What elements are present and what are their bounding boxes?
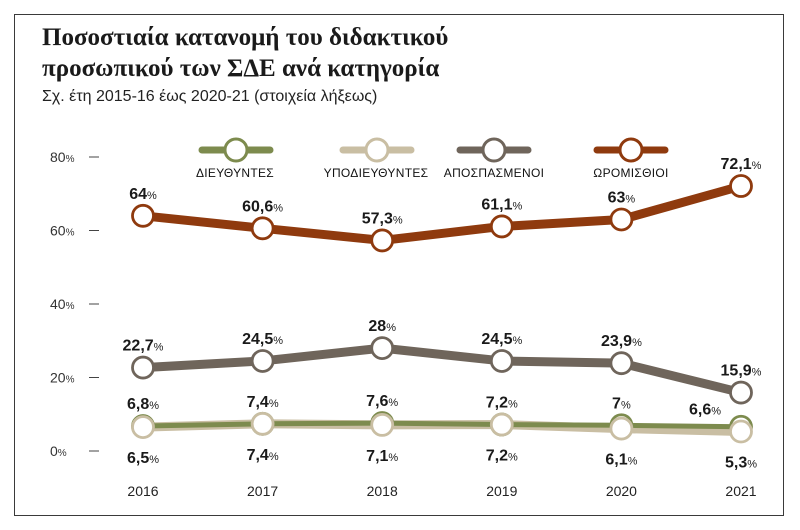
data-label-3-2020: 23,9% <box>601 333 642 350</box>
y-tick-label: 60% <box>50 223 75 239</box>
data-label-4-2021: 72,1% <box>721 156 762 173</box>
series-4-point-2020 <box>609 207 634 232</box>
chart-subtitle: Σχ. έτη 2015-16 έως 2020-21 (στοιχεία λή… <box>42 88 378 105</box>
y-tick-label: 80% <box>50 149 75 165</box>
y-tick-80: 80% <box>50 149 99 165</box>
data-label-1-2017: 7,4% <box>247 394 279 411</box>
data-label-2-2016: 6,5% <box>127 450 159 467</box>
y-tick-label: 20% <box>50 370 75 386</box>
series-3-point-2017 <box>250 349 275 373</box>
series-4-point-2017 <box>250 216 275 241</box>
data-label-1-2018: 7,6% <box>366 393 398 410</box>
legend-item-2: ΥΠΟΔΙΕΥΘΥΝΤΕΣ <box>324 137 429 180</box>
data-label-2-2019: 7,2% <box>486 448 518 465</box>
series-line-1 <box>140 420 744 430</box>
data-label-4-2020: 63% <box>608 189 636 206</box>
legend-label: ΩΡΟΜΙΣΘΙΟΙ <box>593 166 668 180</box>
series-3-point-2018 <box>370 336 395 361</box>
series-3-point-2021 <box>729 380 753 405</box>
data-label-1-2016: 6,8% <box>127 396 159 413</box>
data-label-3-2019: 24,5% <box>481 331 522 348</box>
data-label-4-2019: 61,1% <box>481 196 522 213</box>
legend-swatch-marker <box>223 137 249 163</box>
legend-item-3: ΑΠΟΣΠΑΣΜΕΝΟΙ <box>444 137 544 180</box>
y-tick-label: 40% <box>50 296 75 312</box>
legend-swatch-marker <box>364 137 390 163</box>
data-label-3-2018: 28% <box>368 318 396 335</box>
data-label-1-2021: 6,6% <box>689 402 721 419</box>
legend-item-4: ΩΡΟΜΙΣΘΙΟΙ <box>593 137 669 180</box>
data-label-2-2017: 7,4% <box>247 447 279 464</box>
data-label-4-2016: 64% <box>129 186 157 203</box>
series-2-point-2016 <box>131 415 155 440</box>
data-label-1-2019: 7,2% <box>486 395 518 412</box>
data-label-2-2021: 5,3% <box>725 455 757 472</box>
series-3-point-2016 <box>131 355 155 380</box>
series-2-point-2017 <box>250 411 275 436</box>
series-4-point-2016 <box>131 203 155 228</box>
legend-label: ΑΠΟΣΠΑΣΜΕΝΟΙ <box>444 166 544 180</box>
legend-swatch-marker <box>618 137 644 163</box>
series-2-point-2021 <box>729 419 753 444</box>
x-tick-label-2016: 2016 <box>127 483 158 499</box>
x-tick-label-2021: 2021 <box>725 483 756 499</box>
chart-title-line-1: Ποσοστιαία κατανομή του διδακτικού <box>42 24 449 51</box>
chart-title-line-2: προσωπικού των ΣΔΕ ανά κατηγορία <box>42 55 440 82</box>
series-2-point-2018 <box>370 413 395 437</box>
data-label-1-2020: 7% <box>612 395 631 412</box>
data-label-2-2020: 6,1% <box>605 452 637 469</box>
series-2-point-2019 <box>489 412 514 437</box>
series-4-point-2018 <box>370 228 395 253</box>
series-line-4 <box>138 181 746 245</box>
x-tick-label-2019: 2019 <box>486 483 517 499</box>
y-tick-0: 0% <box>50 443 99 459</box>
y-tick-label: 0% <box>50 443 67 459</box>
legend-label: ΔΙΕΥΘΥΝΤΕΣ <box>196 166 274 180</box>
series-3-point-2019 <box>489 349 514 373</box>
legend-label: ΥΠΟΔΙΕΥΘΥΝΤΕΣ <box>324 166 429 180</box>
data-label-4-2017: 60,6% <box>242 198 283 215</box>
data-label-3-2021: 15,9% <box>721 363 762 380</box>
data-label-4-2018: 57,3% <box>362 210 403 227</box>
y-tick-60: 60% <box>50 223 99 239</box>
x-tick-label-2017: 2017 <box>247 483 278 499</box>
series-3-point-2020 <box>609 351 634 376</box>
chart-title: Ποσοστιαία κατανομή του διδακτικού προσω… <box>42 22 562 84</box>
y-tick-40: 40% <box>50 296 99 312</box>
y-tick-20: 20% <box>50 370 99 386</box>
x-tick-label-2018: 2018 <box>367 483 398 499</box>
legend-swatch-marker <box>481 137 507 163</box>
data-label-3-2017: 24,5% <box>242 331 283 348</box>
legend-item-1: ΔΙΕΥΘΥΝΤΕΣ <box>196 137 274 180</box>
data-label-3-2016: 22,7% <box>123 338 164 355</box>
series-4-point-2021 <box>729 174 753 198</box>
x-tick-label-2020: 2020 <box>606 483 637 499</box>
series-2-point-2020 <box>609 416 634 441</box>
series-line-3 <box>138 343 746 398</box>
data-label-2-2018: 7,1% <box>366 448 398 465</box>
series-4-point-2019 <box>489 214 514 239</box>
